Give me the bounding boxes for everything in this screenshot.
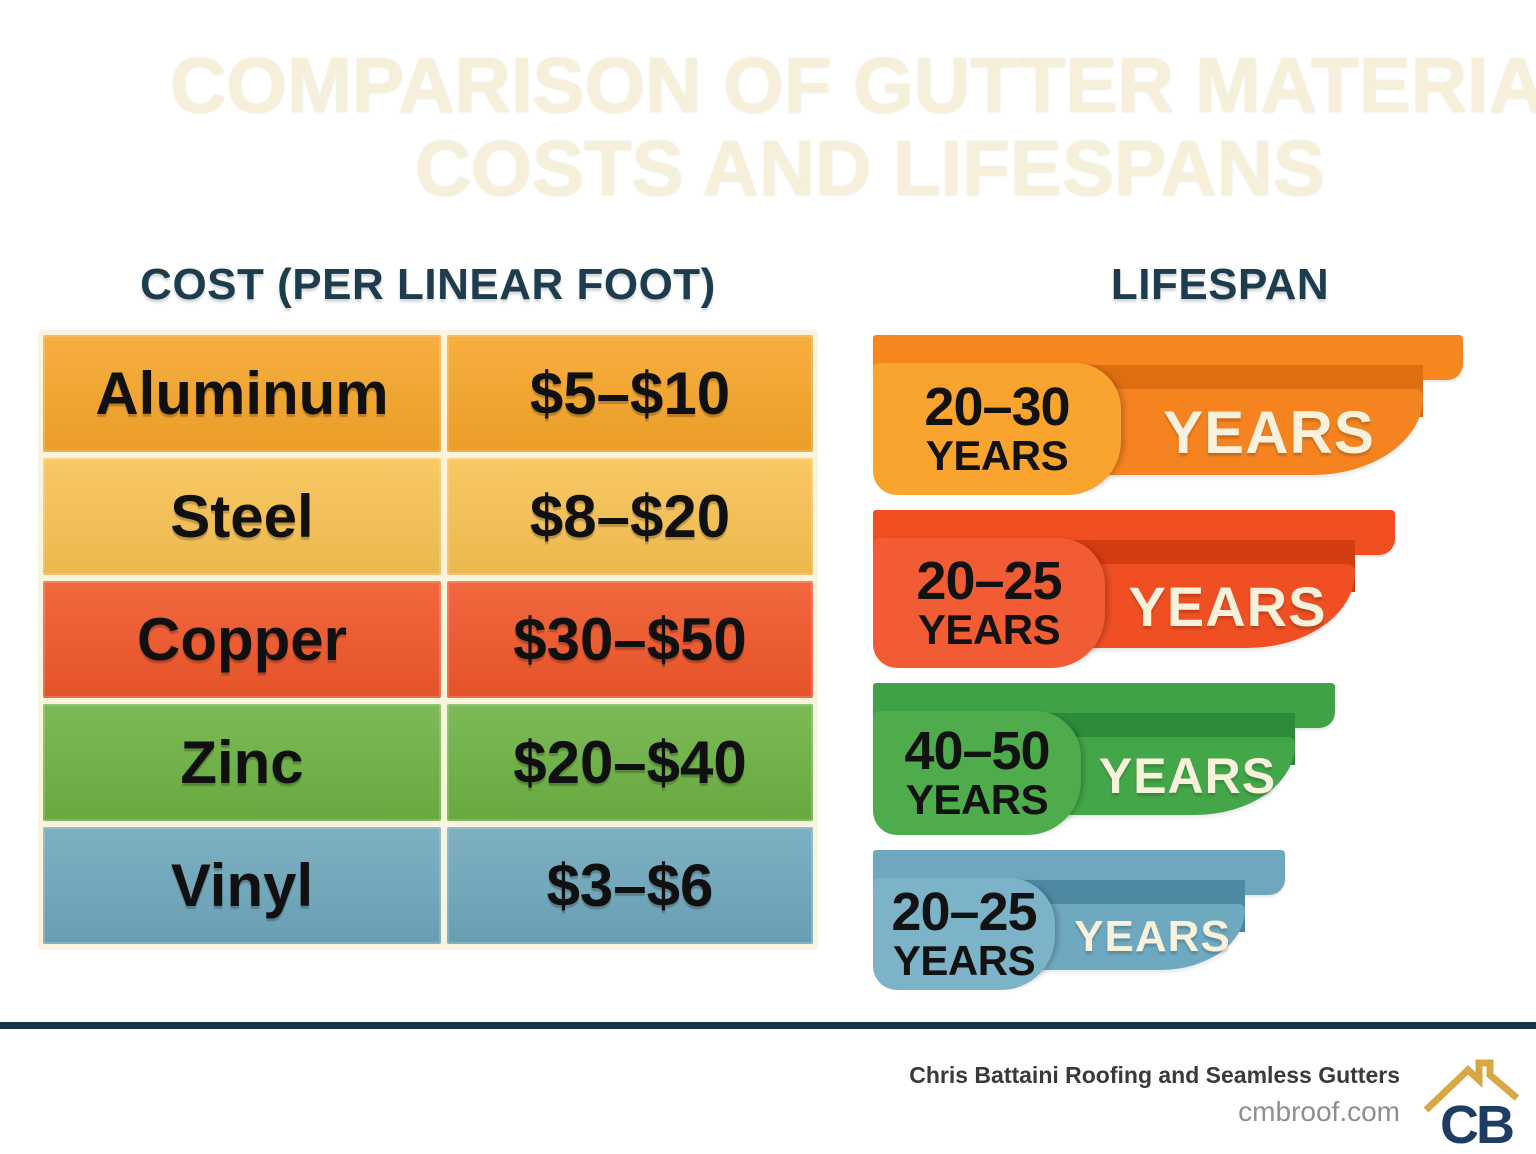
material-cell-copper: Copper (43, 581, 441, 698)
lifespan-gutter-green: YEARS 40–50 YEARS (873, 683, 1335, 835)
cost-cell-aluminum: $5–$10 (447, 335, 813, 452)
range-value: 20–25 (891, 882, 1037, 943)
gutter-range-label: 20–25 YEARS (873, 878, 1055, 990)
logo-roof (1423, 1059, 1520, 1113)
gutter-years-text: YEARS (1128, 574, 1327, 638)
lifespan-gutter-list: YEARS 20–30 YEARS YEARS 20–25 YEARS YEAR… (873, 335, 1473, 995)
range-unit: YEARS (925, 432, 1069, 480)
cost-cell-copper: $30–$50 (447, 581, 813, 698)
lifespan-column-heading: LIFESPAN (1110, 260, 1330, 309)
cost-column-heading: COST (PER LINEAR FOOT) (140, 260, 716, 309)
gutter-years-text: YEARS (1098, 748, 1277, 804)
material-cell-aluminum: Aluminum (43, 335, 441, 452)
range-value: 20–25 (916, 551, 1062, 612)
range-value: 40–50 (904, 721, 1050, 782)
logo-monogram: CB (1440, 1095, 1513, 1150)
gutter-range-label: 20–25 YEARS (873, 538, 1105, 668)
cost-cell-steel: $8–$20 (447, 458, 813, 575)
gutter-range-label: 40–50 YEARS (873, 711, 1081, 835)
material-cell-zinc: Zinc (43, 704, 441, 821)
gutter-years-text: YEARS (1074, 912, 1231, 961)
range-value: 20–30 (924, 377, 1070, 438)
lifespan-gutter-orange: YEARS 20–30 YEARS (873, 335, 1463, 495)
footer-company-name: Chris Battaini Roofing and Seamless Gutt… (909, 1062, 1400, 1088)
range-unit: YEARS (905, 776, 1049, 824)
footer-website: cmbroof.com (1238, 1096, 1400, 1127)
material-cell-vinyl: Vinyl (43, 827, 441, 944)
range-unit: YEARS (892, 937, 1036, 985)
cost-cell-zinc: $20–$40 (447, 704, 813, 821)
cost-cell-vinyl: $3–$6 (447, 827, 813, 944)
title-line-2: COSTS AND LIFESPANS (414, 123, 1326, 212)
lifespan-gutter-blue: YEARS 20–25 YEARS (873, 850, 1285, 990)
material-cell-steel: Steel (43, 458, 441, 575)
title-line-1: COMPARISON OF GUTTER MATERIAL (170, 41, 1536, 129)
gutter-body: YEARS (1063, 389, 1423, 475)
range-unit: YEARS (917, 606, 1061, 654)
lifespan-gutter-red: YEARS 20–25 YEARS (873, 510, 1395, 668)
gutter-range-label: 20–30 YEARS (873, 363, 1121, 495)
page-title: COMPARISON OF GUTTER MATERIAL COSTS AND … (170, 44, 1536, 209)
cost-table: Aluminum $5–$10 Steel $8–$20 Copper $30–… (38, 330, 818, 950)
gutter-years-text: YEARS (1163, 398, 1375, 466)
company-logo: CB (1423, 1059, 1520, 1150)
footer-divider (0, 1022, 1536, 1029)
